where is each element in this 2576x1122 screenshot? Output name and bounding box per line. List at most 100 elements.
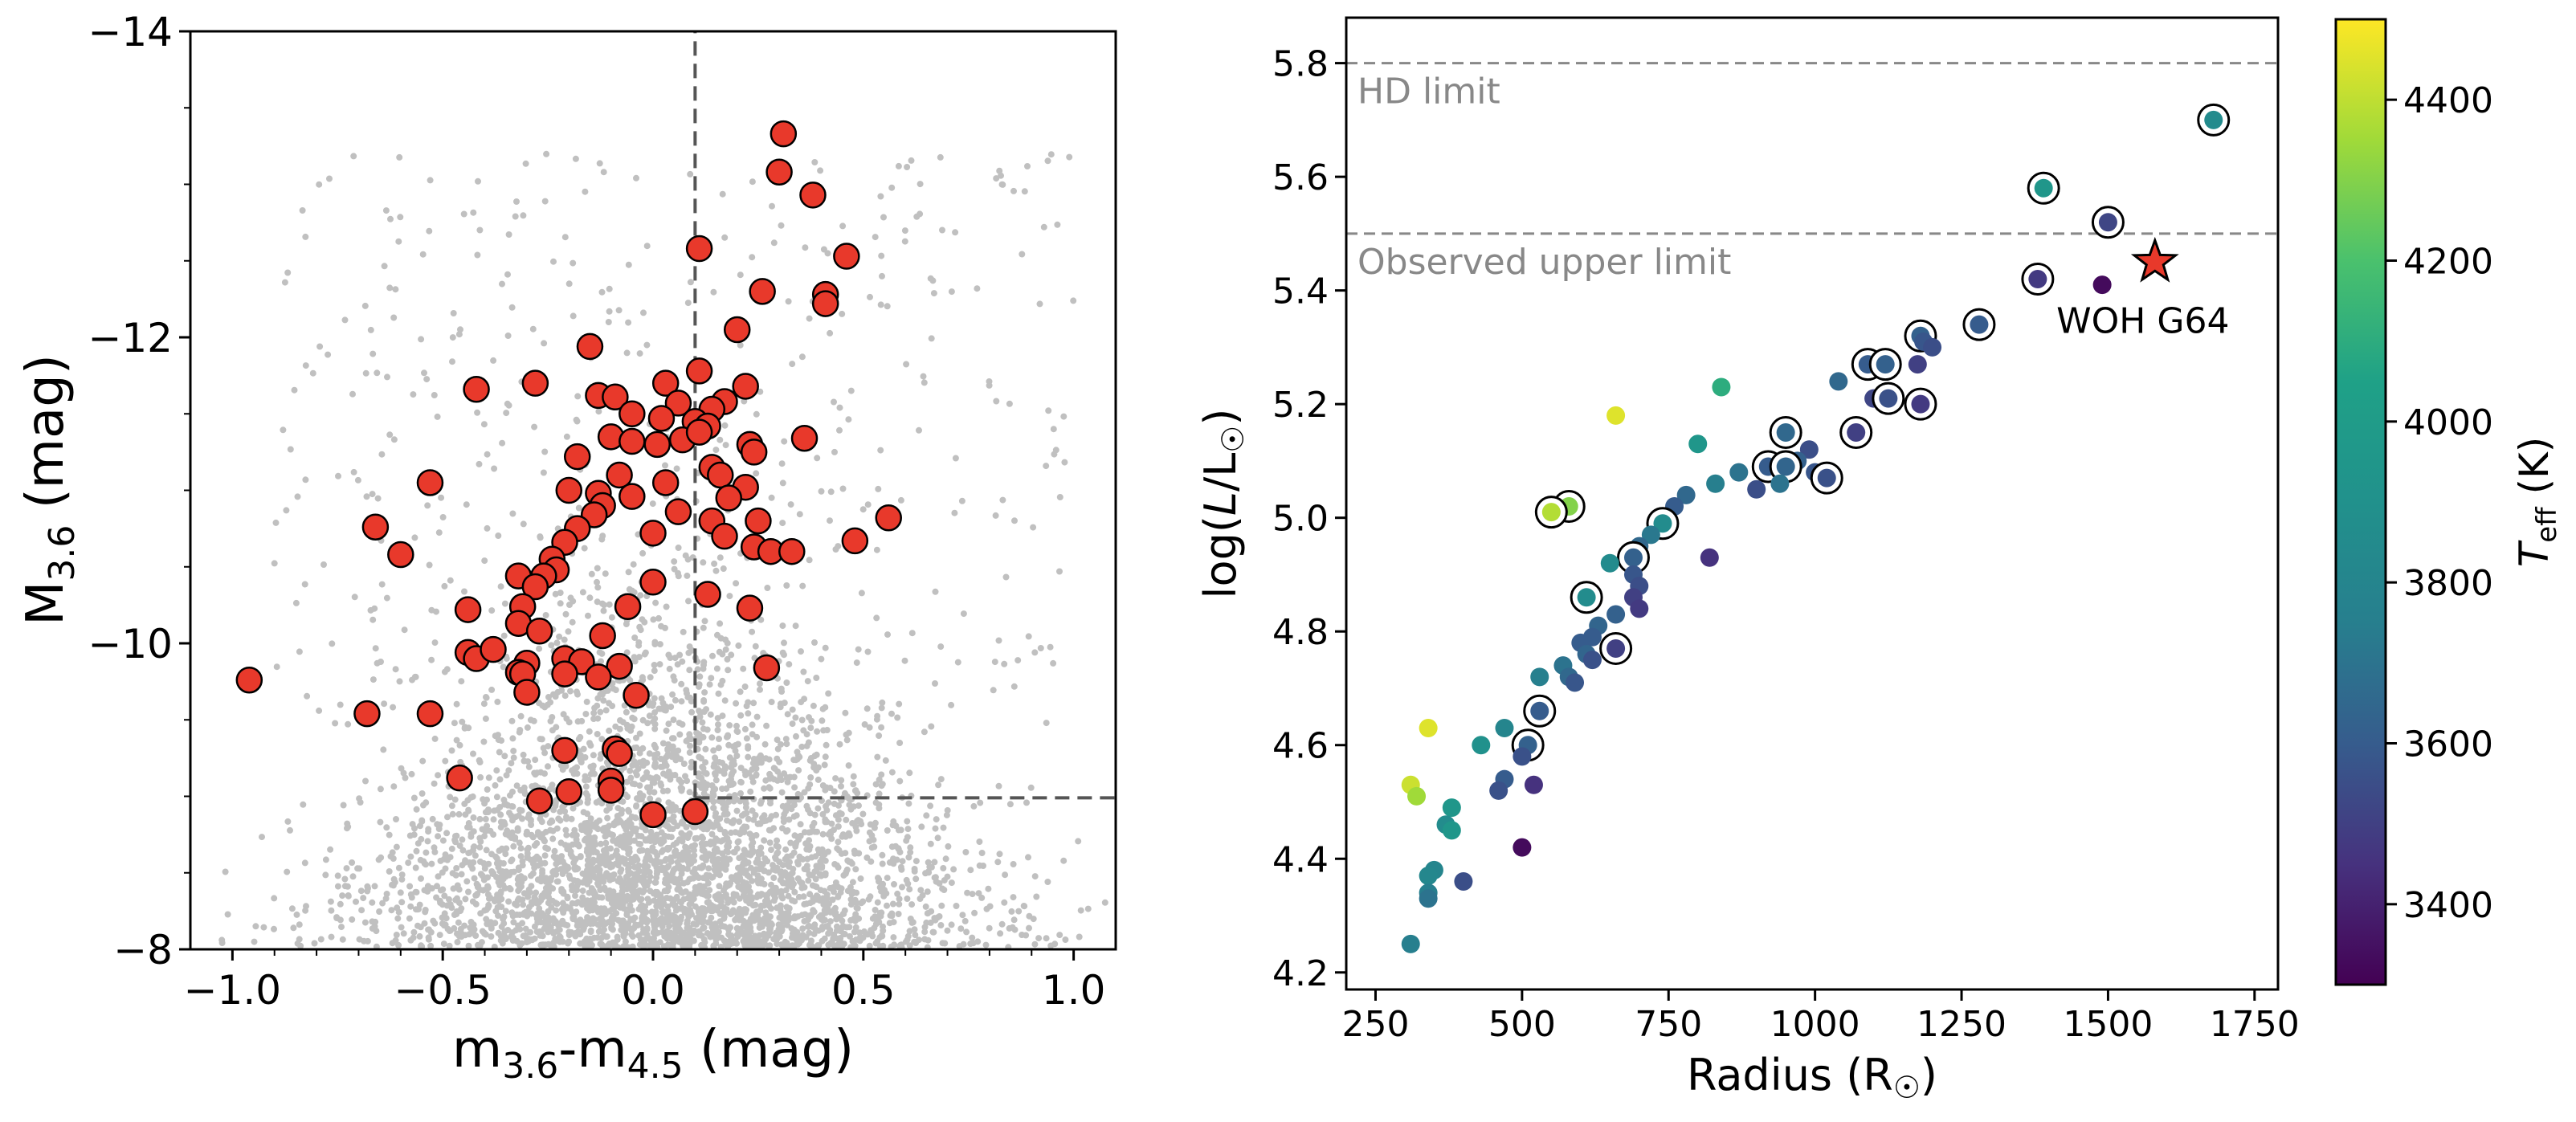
star-point xyxy=(1489,781,1508,800)
star-point xyxy=(1582,651,1602,670)
x-tick-label: −0.5 xyxy=(394,967,491,1014)
highlighted-sources xyxy=(235,120,902,829)
red-source-point xyxy=(563,443,591,471)
red-source-point xyxy=(585,663,612,691)
star-point xyxy=(1600,553,1619,573)
right-y-axis-ticks: 4.2 4.4 4.6 4.8 5.0 5.2 5.4 5.6 5.8 xyxy=(1272,44,1346,994)
color-magnitude-diagram: −1.0 −0.5 0.0 0.5 1.0 −14 −12 −10 −8 m3.6-m4.5 … xyxy=(16,9,1117,1087)
y-tick-label: 4.2 xyxy=(1272,953,1329,994)
red-source-point xyxy=(606,461,633,489)
red-source-point xyxy=(740,439,768,466)
red-source-point xyxy=(732,373,759,400)
star-point xyxy=(1688,435,1708,454)
red-source-point xyxy=(651,369,680,397)
red-source-point xyxy=(753,654,781,682)
red-source-point xyxy=(685,235,713,263)
red-source-point xyxy=(235,666,263,694)
star-point xyxy=(1541,503,1561,522)
red-source-point xyxy=(685,418,713,446)
red-source-point xyxy=(551,736,578,765)
red-source-point xyxy=(521,369,549,397)
colorbar-tick-label: 4400 xyxy=(2403,80,2493,121)
star-point xyxy=(1454,872,1473,891)
left-y-axis-ticks: −14 −12 −10 −8 xyxy=(88,9,190,973)
star-point xyxy=(1641,525,1660,545)
red-source-point xyxy=(749,278,776,305)
red-source-point xyxy=(618,483,646,510)
star-point xyxy=(1495,719,1514,738)
red-source-point xyxy=(602,383,629,411)
star-point xyxy=(1923,337,1942,357)
red-source-point xyxy=(685,357,713,385)
star-point xyxy=(1513,747,1532,766)
woh-g64-label: WOH G64 xyxy=(2056,300,2229,341)
star-point xyxy=(1747,479,1766,499)
red-source-point xyxy=(555,778,583,806)
star-point xyxy=(1419,719,1438,738)
star-point xyxy=(1401,934,1420,953)
colorbar-label: Teff (K) xyxy=(2511,437,2563,568)
red-source-point xyxy=(770,120,798,148)
star-point xyxy=(1530,701,1549,720)
star-point xyxy=(1606,605,1626,624)
star-point xyxy=(1407,786,1427,806)
star-point xyxy=(1879,389,1898,408)
x-tick-label: 0.0 xyxy=(621,967,685,1014)
red-source-point xyxy=(651,469,680,496)
star-point xyxy=(1706,474,1725,493)
x-tick-label: 1000 xyxy=(1770,1004,1860,1045)
red-source-point xyxy=(576,333,604,361)
red-source-point xyxy=(841,527,869,555)
star-point xyxy=(2034,178,2053,198)
red-source-point xyxy=(551,660,578,687)
woh-g64-star-icon xyxy=(2130,236,2179,283)
red-source-point xyxy=(513,679,541,706)
star-point xyxy=(1847,423,1866,443)
red-source-point xyxy=(618,400,646,427)
star-point xyxy=(1442,821,1461,840)
red-source-point xyxy=(639,801,667,829)
teff-colorbar: 3400 3600 3800 4000 4200 4400 Teff (K) xyxy=(2334,18,2563,986)
luminosity-radius-diagram: HD limit Observed upper limit WOH G64 250… xyxy=(1195,16,2300,1105)
left-x-axis-label: m3.6-m4.5 (mag) xyxy=(452,1020,854,1087)
star-point xyxy=(1513,838,1532,857)
x-tick-label: 1500 xyxy=(2063,1004,2153,1045)
star-point xyxy=(1908,355,1927,374)
colorbar-tick-label: 4200 xyxy=(2403,242,2493,283)
star-point xyxy=(1442,798,1461,818)
left-x-axis-ticks: −1.0 −0.5 0.0 0.5 1.0 xyxy=(184,949,1106,1014)
y-tick-label: 5.6 xyxy=(1272,157,1329,198)
right-x-axis-label: Radius (R☉) xyxy=(1687,1050,1937,1105)
red-source-point xyxy=(745,507,772,535)
red-source-point xyxy=(416,700,444,728)
red-source-point xyxy=(446,764,473,792)
y-tick-label: −8 xyxy=(113,927,173,973)
colorbar-ticks: 3400 3600 3800 4000 4200 4400 xyxy=(2386,80,2493,926)
right-plot-frame xyxy=(1345,16,2280,991)
star-point xyxy=(1729,463,1749,482)
y-tick-label: −14 xyxy=(88,9,173,55)
star-point xyxy=(1876,355,1895,374)
red-source-point xyxy=(765,158,793,186)
red-source-point xyxy=(597,777,625,804)
star-point xyxy=(1530,667,1549,687)
red-source-point xyxy=(736,594,764,622)
y-tick-label: 5.8 xyxy=(1272,44,1329,85)
star-point xyxy=(1970,315,1989,334)
red-source-point xyxy=(361,513,390,541)
y-tick-label: 4.8 xyxy=(1272,612,1329,653)
x-tick-label: 1.0 xyxy=(1042,967,1106,1014)
red-source-point xyxy=(799,182,827,209)
red-source-point xyxy=(416,469,444,496)
star-point xyxy=(1577,588,1596,607)
red-source-point xyxy=(664,498,692,525)
limit-line-label: HD limit xyxy=(1357,71,1500,112)
y-tick-label: 5.0 xyxy=(1272,499,1329,540)
red-source-point xyxy=(715,484,743,512)
colorbar-tick-label: 4000 xyxy=(2403,402,2493,443)
red-source-point xyxy=(463,376,490,403)
background-point-cloud xyxy=(218,150,1108,949)
background-points xyxy=(218,150,1108,949)
star-points xyxy=(1401,103,2231,953)
